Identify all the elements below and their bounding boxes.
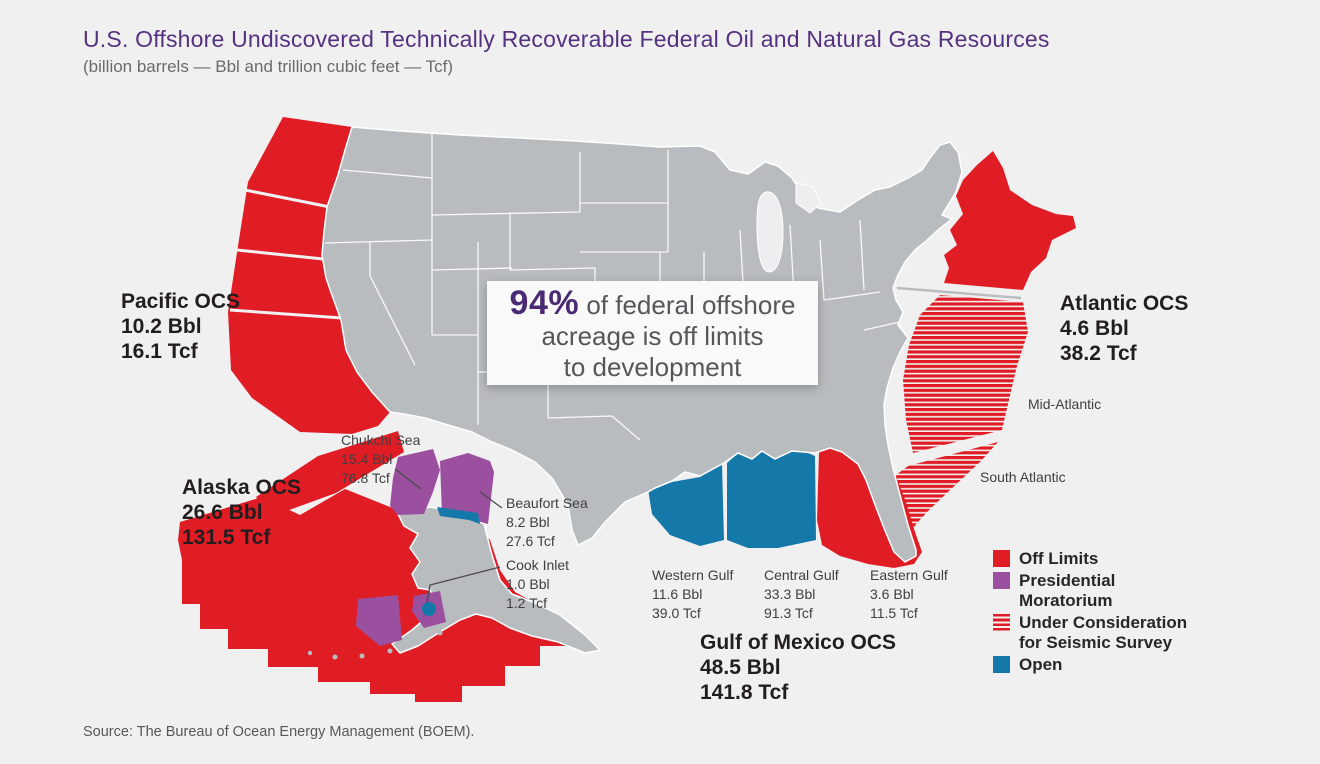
cook-inlet-label: Cook Inlet 1.0 Bbl 1.2 Tcf	[506, 557, 570, 611]
lake-huron	[795, 182, 822, 214]
beaufort-sea-label: Beaufort Sea 8.2 Bbl 27.6 Tcf	[506, 495, 588, 549]
cook-inlet-open-region	[422, 602, 436, 616]
legend-item-open: Open	[993, 655, 1194, 675]
mid-atlantic-label: Mid-Atlantic	[1028, 396, 1102, 412]
callout-stat: 94%	[509, 284, 580, 322]
chukchi-sea-region	[390, 449, 440, 515]
pacific-ocs-label: Pacific OCS 10.2 Bbl 16.1 Tcf	[121, 290, 241, 363]
pacific-ocs-region	[228, 117, 390, 434]
atlantic-divider-line	[896, 286, 1022, 300]
pacific-block-dividers	[229, 188, 343, 320]
callout-line-3: to development	[563, 352, 742, 382]
lake-michigan	[756, 191, 784, 273]
legend-item-seismic-survey: Under Consideration for Seismic Survey	[993, 613, 1194, 653]
page-subtitle: (billion barrels — Bbl and trillion cubi…	[83, 57, 454, 76]
off-limits-swatch	[993, 550, 1010, 567]
western-gulf-region	[648, 464, 724, 546]
alaska-ocs-label: Alaska OCS 26.6 Bbl 131.5 Tcf	[182, 476, 302, 549]
western-gulf-label: Western Gulf 11.6 Bbl 39.0 Tcf	[652, 567, 734, 621]
central-gulf-region	[727, 451, 816, 548]
south-atlantic-label: South Atlantic	[980, 469, 1066, 485]
cook-inlet-leader-line	[426, 566, 501, 604]
callout-line-1: 94% of federal offshore	[487, 286, 818, 321]
presidential-moratorium-swatch	[993, 572, 1010, 589]
chukchi-sea-label: Chukchi Sea 15.4 Bbl 76.8 Tcf	[341, 432, 421, 486]
mid-atlantic-region	[903, 295, 1028, 453]
callout-line-2: acreage is off limits	[541, 321, 764, 351]
open-swatch	[993, 656, 1010, 673]
beaufort-open-strip	[437, 507, 480, 524]
central-gulf-label: Central Gulf 33.3 Bbl 91.3 Tcf	[764, 567, 839, 621]
seismic-survey-swatch	[993, 614, 1010, 631]
north-atlantic-region	[944, 151, 1076, 290]
chukchi-leader-line	[394, 468, 422, 490]
eastern-gulf-label: Eastern Gulf 3.6 Bbl 11.5 Tcf	[870, 567, 948, 621]
alaska-chukchi-red-band	[256, 431, 404, 517]
atlantic-ocs-label: Atlantic OCS 4.6 Bbl 38.2 Tcf	[1060, 292, 1189, 365]
callout-box: 94% of federal offshore acreage is off l…	[487, 281, 818, 385]
north-aleutian-moratorium-region	[356, 595, 402, 646]
aleutian-islands	[307, 630, 443, 660]
beaufort-sea-region	[440, 453, 494, 524]
legend-item-presidential-moratorium: Presidential Moratorium	[993, 571, 1194, 611]
source-attribution: Source: The Bureau of Ocean Energy Manag…	[83, 724, 475, 740]
beaufort-leader-line	[479, 491, 503, 509]
callout-stat-rest: of federal offshore	[579, 290, 796, 320]
south-atlantic-region	[890, 442, 998, 558]
gulf-of-mexico-ocs-label: Gulf of Mexico OCS 48.5 Bbl 141.8 Tcf	[700, 631, 897, 704]
page-title: U.S. Offshore Undiscovered Technically R…	[83, 26, 1050, 52]
legend-item-off-limits: Off Limits	[993, 549, 1194, 569]
